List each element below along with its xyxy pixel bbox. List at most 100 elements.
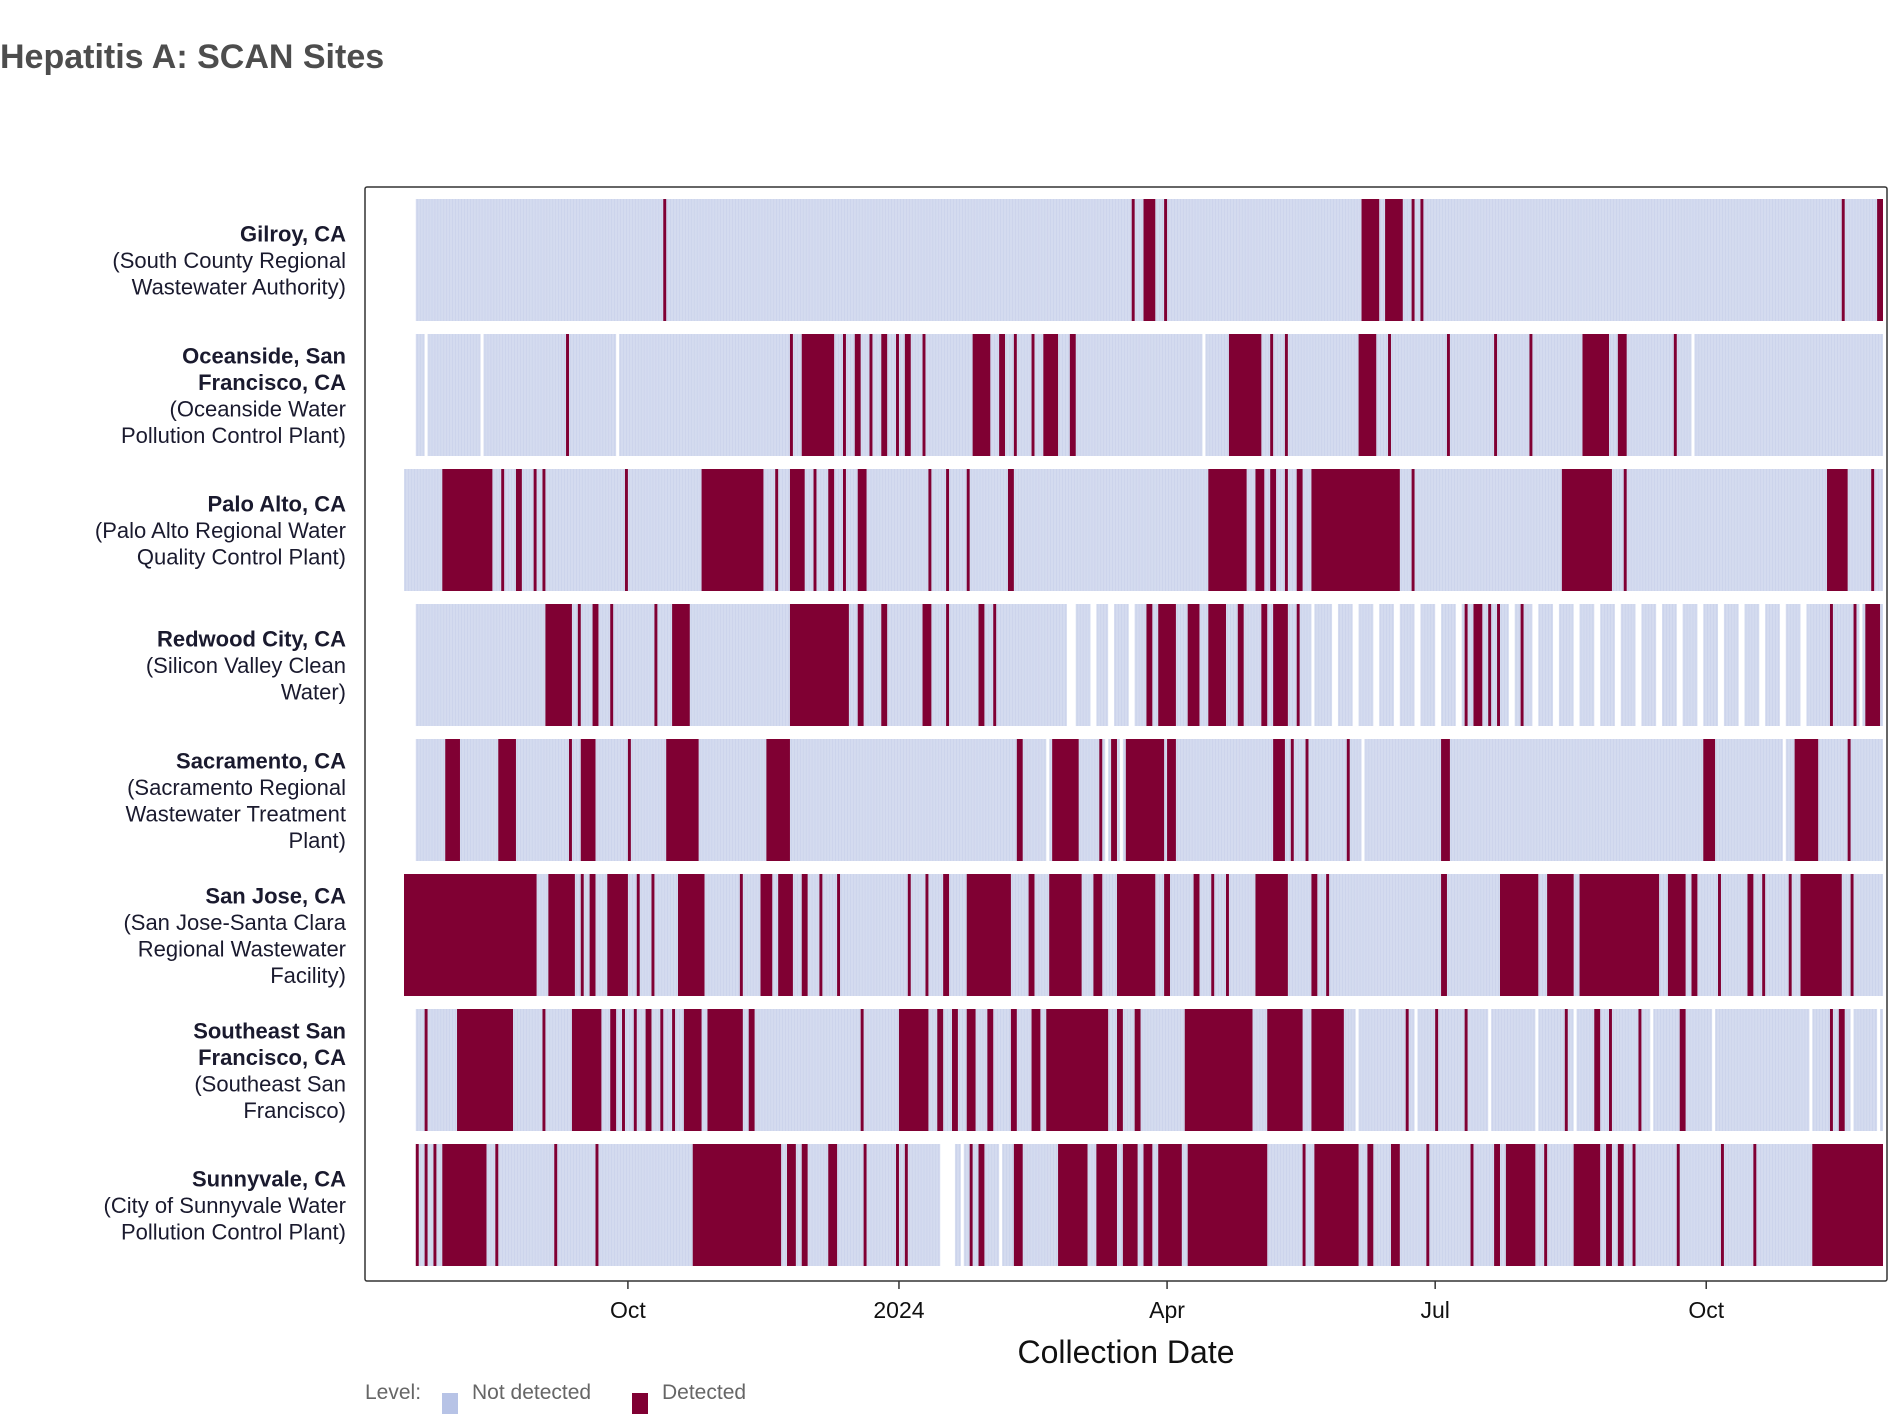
detected-run bbox=[542, 469, 546, 591]
detected-run bbox=[1582, 334, 1610, 456]
x-axis-label: Collection Date bbox=[1018, 1334, 1235, 1370]
detected-run bbox=[748, 1009, 755, 1131]
detected-run bbox=[1302, 1144, 1306, 1266]
detected-run bbox=[1143, 199, 1156, 321]
detected-run bbox=[922, 334, 926, 456]
detected-run bbox=[854, 334, 861, 456]
detected-run bbox=[1505, 1144, 1536, 1266]
site-name-label: Redwood City, CA bbox=[157, 627, 346, 652]
detected-run bbox=[701, 469, 764, 591]
detected-run bbox=[789, 334, 793, 456]
sampling-gap bbox=[1809, 1009, 1813, 1131]
sampling-gap bbox=[1105, 739, 1109, 861]
detected-run bbox=[1877, 199, 1883, 321]
sampling-gap bbox=[1573, 604, 1580, 726]
detected-run bbox=[1358, 334, 1377, 456]
sampling-gap bbox=[1779, 604, 1786, 726]
detected-run bbox=[677, 874, 705, 996]
detected-run bbox=[566, 334, 569, 456]
not-detected-band bbox=[404, 469, 1883, 591]
detected-run bbox=[1564, 1009, 1568, 1131]
detected-run bbox=[1606, 1144, 1612, 1266]
site-facility-label: (Palo Alto Regional Water bbox=[95, 518, 346, 543]
detected-run bbox=[946, 469, 950, 591]
detected-run bbox=[1385, 199, 1403, 321]
detected-run bbox=[1208, 469, 1247, 591]
detected-run bbox=[904, 334, 911, 456]
detected-run bbox=[972, 334, 991, 456]
detected-run bbox=[993, 604, 997, 726]
detected-run bbox=[1638, 1009, 1642, 1131]
site-name-label: Sacramento, CA bbox=[176, 748, 346, 773]
detected-run bbox=[819, 874, 823, 996]
detected-run bbox=[442, 469, 493, 591]
sampling-gap bbox=[480, 334, 484, 456]
detected-run bbox=[1261, 604, 1268, 726]
detected-run bbox=[789, 469, 805, 591]
detected-run bbox=[999, 334, 1006, 456]
sampling-gap bbox=[1800, 604, 1807, 726]
detected-run bbox=[1225, 874, 1229, 996]
detected-run bbox=[498, 739, 516, 861]
detected-run bbox=[1122, 1144, 1138, 1266]
detected-run bbox=[966, 874, 1011, 996]
detected-run bbox=[801, 1144, 808, 1266]
detected-run bbox=[1016, 739, 1023, 861]
site-name-label: Palo Alto, CA bbox=[207, 492, 346, 517]
sampling-gap bbox=[1532, 604, 1539, 726]
site-row: Sacramento, CA(Sacramento RegionalWastew… bbox=[126, 739, 1883, 861]
sampling-gap bbox=[616, 334, 620, 456]
detected-run bbox=[1314, 1144, 1359, 1266]
sampling-gap bbox=[1712, 1009, 1716, 1131]
detected-run bbox=[633, 1009, 637, 1131]
sampling-gap bbox=[1718, 604, 1724, 726]
detected-run bbox=[1187, 604, 1200, 726]
detected-run bbox=[1255, 874, 1288, 996]
detected-run bbox=[1284, 469, 1288, 591]
legend-label: Not detected bbox=[472, 1381, 591, 1404]
sampling-gap bbox=[1691, 334, 1695, 456]
detected-run bbox=[813, 469, 817, 591]
detected-run bbox=[1010, 1009, 1017, 1131]
site-facility-label: (Silicon Valley Clean bbox=[146, 653, 346, 678]
sampling-gap bbox=[1594, 604, 1601, 726]
detected-run bbox=[589, 874, 596, 996]
site-facility-label: (San Jose-Santa Clara bbox=[123, 910, 346, 935]
detected-run bbox=[1520, 604, 1524, 726]
detected-run bbox=[1673, 334, 1677, 456]
detected-run bbox=[928, 469, 932, 591]
sampling-gap bbox=[1759, 604, 1766, 726]
sampling-gap bbox=[940, 1144, 955, 1266]
detected-run bbox=[760, 874, 773, 996]
detected-run bbox=[1311, 1009, 1344, 1131]
detected-run bbox=[1187, 1144, 1268, 1266]
x-tick-label: Apr bbox=[1149, 1297, 1185, 1323]
detected-run bbox=[501, 469, 505, 591]
detected-run bbox=[896, 334, 899, 456]
site-facility-label: Facility) bbox=[270, 963, 346, 988]
sampling-gap bbox=[1355, 1009, 1359, 1131]
detected-run bbox=[1346, 739, 1350, 861]
detected-run bbox=[1865, 604, 1881, 726]
sampling-gap bbox=[1046, 739, 1050, 861]
detected-run bbox=[1488, 604, 1492, 726]
detected-run bbox=[904, 1144, 908, 1266]
detected-run bbox=[1164, 874, 1171, 996]
detected-run bbox=[1494, 334, 1498, 456]
detected-run bbox=[424, 1144, 428, 1266]
detected-run bbox=[1853, 604, 1857, 726]
detected-run bbox=[1720, 1144, 1724, 1266]
sampling-gap bbox=[1877, 1009, 1881, 1131]
detected-run bbox=[842, 469, 846, 591]
detected-run bbox=[545, 604, 572, 726]
detected-run bbox=[1049, 874, 1082, 996]
detected-run bbox=[837, 874, 841, 996]
x-tick-label: 2024 bbox=[873, 1297, 924, 1323]
detected-run bbox=[966, 1009, 976, 1131]
detected-run bbox=[692, 1144, 782, 1266]
detected-run bbox=[433, 1144, 437, 1266]
detected-run bbox=[457, 1009, 514, 1131]
detected-run bbox=[1420, 199, 1424, 321]
detected-run bbox=[828, 1144, 838, 1266]
